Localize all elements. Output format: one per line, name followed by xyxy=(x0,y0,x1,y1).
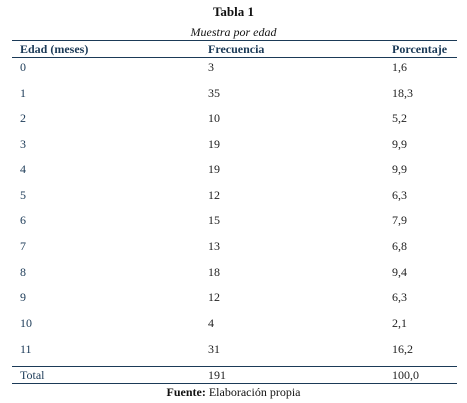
cell-edad: 5 xyxy=(20,188,26,202)
table-row: 3 19 9,9 xyxy=(0,137,467,152)
bottom-rule xyxy=(12,383,457,384)
cell-frecuencia: 15 xyxy=(208,213,220,227)
header-frecuencia: Frecuencia xyxy=(208,42,265,56)
cell-porcentaje: 18,3 xyxy=(392,86,413,100)
table-row: 9 12 6,3 xyxy=(0,290,467,305)
total-porcentaje: 100,0 xyxy=(392,368,419,382)
cell-porcentaje: 6,8 xyxy=(392,239,407,253)
total-frecuencia: 191 xyxy=(208,368,226,382)
header-rule xyxy=(12,57,457,58)
table-title: Tabla 1 xyxy=(212,4,255,19)
table-row: 2 10 5,2 xyxy=(0,111,467,126)
cell-edad: 1 xyxy=(20,86,26,100)
cell-porcentaje: 9,9 xyxy=(392,137,407,151)
cell-porcentaje: 9,4 xyxy=(392,265,407,279)
source-label: Fuente: xyxy=(166,385,206,399)
table-row: 10 4 2,1 xyxy=(0,316,467,331)
cell-edad: 4 xyxy=(20,162,26,176)
cell-porcentaje: 2,1 xyxy=(392,316,407,330)
cell-frecuencia: 12 xyxy=(208,188,220,202)
table-row: 4 19 9,9 xyxy=(0,162,467,177)
cell-edad: 2 xyxy=(20,111,26,125)
cell-frecuencia: 10 xyxy=(208,111,220,125)
cell-frecuencia: 19 xyxy=(208,162,220,176)
table-row: 0 3 1,6 xyxy=(0,60,467,75)
cell-frecuencia: 18 xyxy=(208,265,220,279)
cell-porcentaje: 1,6 xyxy=(392,60,407,74)
cell-frecuencia: 19 xyxy=(208,137,220,151)
cell-porcentaje: 7,9 xyxy=(392,213,407,227)
cell-edad: 0 xyxy=(20,60,26,74)
table-row: 6 15 7,9 xyxy=(0,213,467,228)
total-row: Total 191 100,0 xyxy=(0,368,467,383)
source-note: Fuente: Elaboración propia xyxy=(0,385,467,400)
header-row: Edad (meses) Frecuencia Porcentaje xyxy=(0,42,467,57)
header-porcentaje: Porcentaje xyxy=(392,42,448,56)
cell-edad: 3 xyxy=(20,137,26,151)
cell-porcentaje: 16,2 xyxy=(392,342,413,356)
table-row: 11 31 16,2 xyxy=(0,342,467,357)
cell-frecuencia: 31 xyxy=(208,342,220,356)
cell-porcentaje: 6,3 xyxy=(392,188,407,202)
table-row: 8 18 9,4 xyxy=(0,265,467,280)
cell-edad: 8 xyxy=(20,265,26,279)
cell-frecuencia: 12 xyxy=(208,290,220,304)
cell-frecuencia: 4 xyxy=(208,316,214,330)
total-rule xyxy=(12,366,457,367)
cell-porcentaje: 9,9 xyxy=(392,162,407,176)
cell-porcentaje: 6,3 xyxy=(392,290,407,304)
cell-edad: 11 xyxy=(20,342,32,356)
cell-porcentaje: 5,2 xyxy=(392,111,407,125)
cell-edad: 7 xyxy=(20,239,26,253)
table-row: 5 12 6,3 xyxy=(0,188,467,203)
cell-frecuencia: 3 xyxy=(208,60,214,74)
cell-edad: 9 xyxy=(20,290,26,304)
top-rule xyxy=(12,40,457,41)
cell-edad: 10 xyxy=(20,316,32,330)
cell-frecuencia: 35 xyxy=(208,86,220,100)
table-row: 1 35 18,3 xyxy=(0,86,467,101)
header-edad: Edad (meses) xyxy=(20,42,89,56)
table-subtitle: Muestra por edad xyxy=(190,25,277,39)
cell-frecuencia: 13 xyxy=(208,239,220,253)
table-row: 7 13 6,8 xyxy=(0,239,467,254)
source-text: Elaboración propia xyxy=(205,385,301,399)
total-label: Total xyxy=(20,368,45,382)
cell-edad: 6 xyxy=(20,213,26,227)
